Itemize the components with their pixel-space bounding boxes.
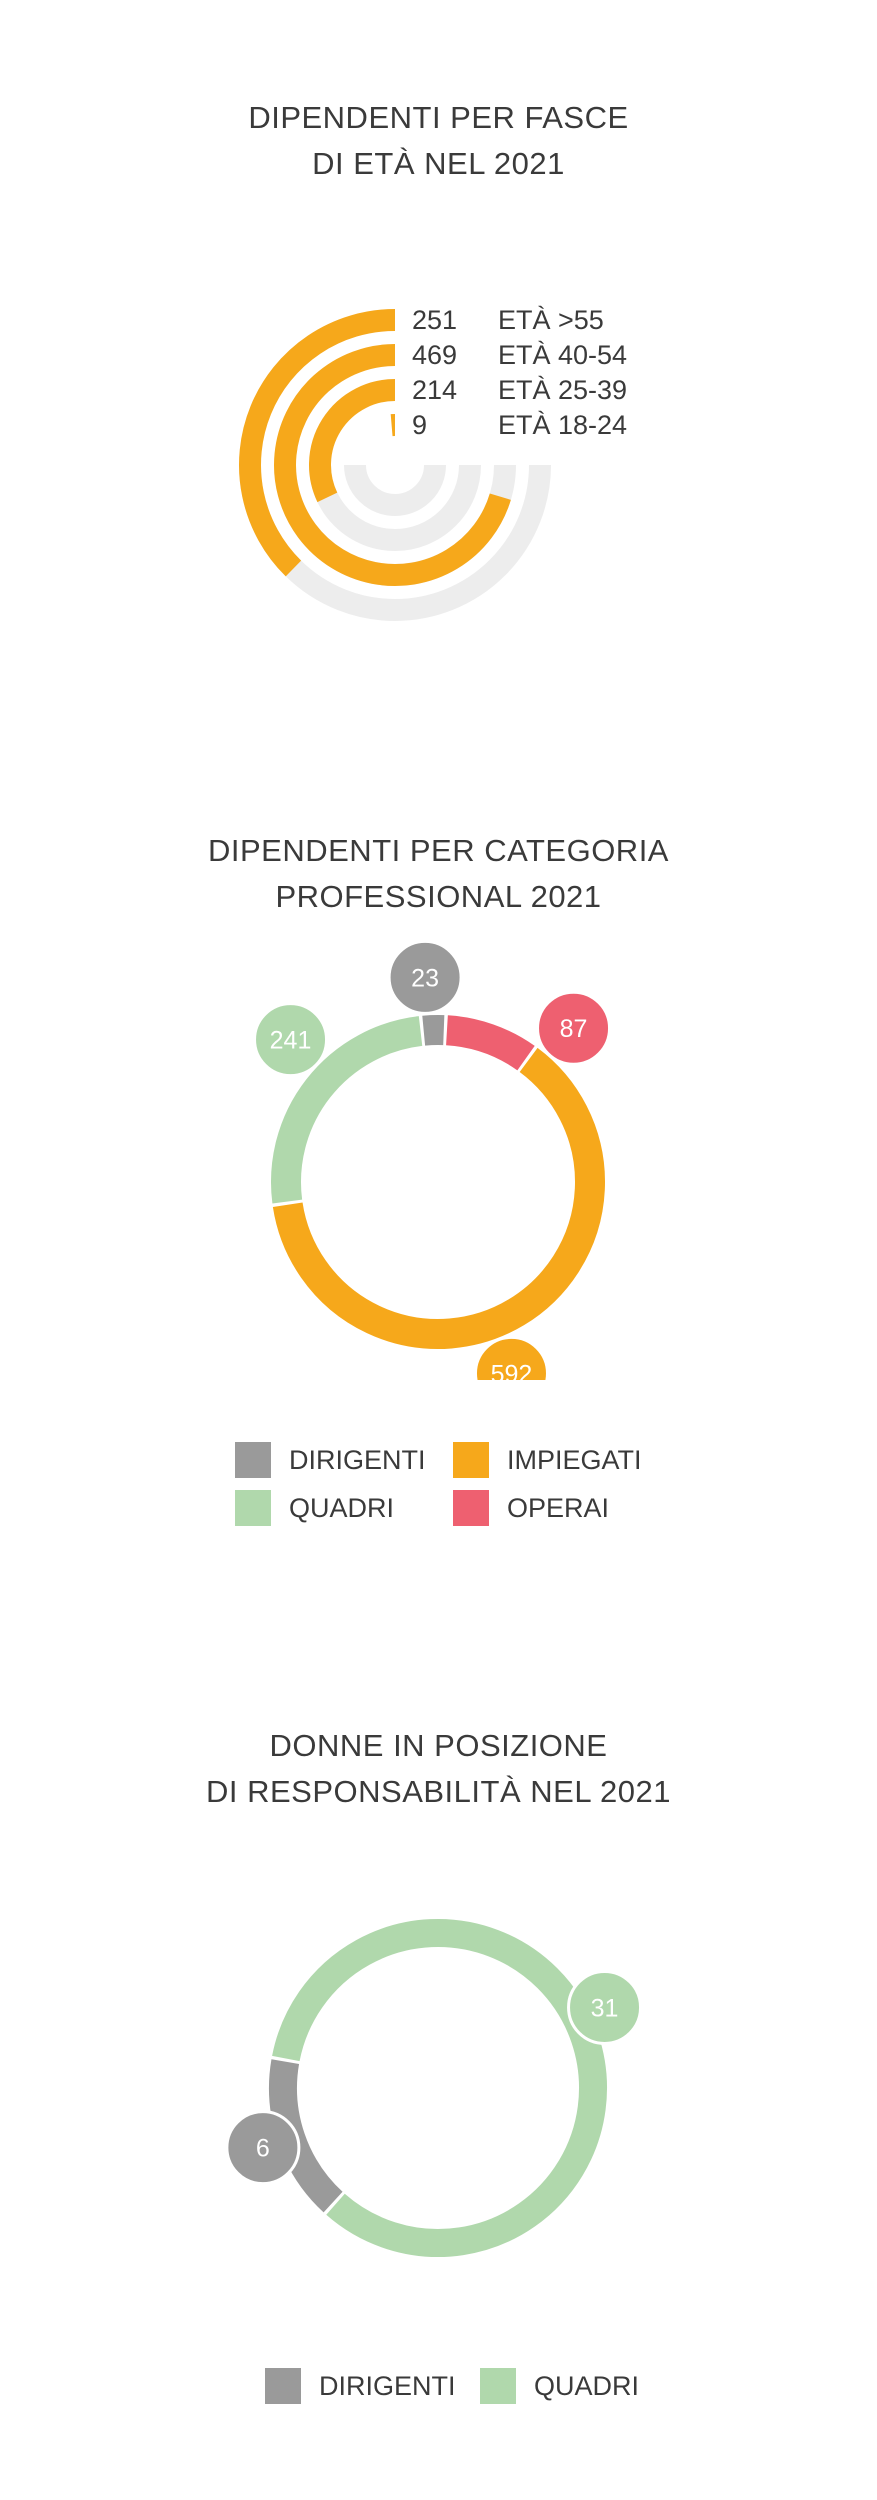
legend-swatch <box>453 1490 489 1526</box>
legend-label: QUADRI <box>289 1492 395 1523</box>
legend-label: OPERAI <box>507 1492 610 1523</box>
legend-swatch <box>453 1442 489 1478</box>
chart-title-line: DI RESPONSABILITÀ NEL 2021 <box>206 1774 671 1809</box>
legend-item: QUADRI <box>480 2368 639 2404</box>
donut-slice <box>445 1015 535 1071</box>
slice-value-bubble <box>536 990 612 1066</box>
slice-value-label: 87 <box>560 1015 588 1043</box>
age-bar <box>239 309 396 577</box>
slice-value-label: 241 <box>270 1027 312 1055</box>
legend-item: DIRIGENTI <box>265 2368 456 2404</box>
age-value-label: 9 <box>412 410 427 440</box>
chart-title-line: DI ETÀ NEL 2021 <box>312 146 565 181</box>
legend-label: IMPIEGATI <box>507 1444 642 1475</box>
slice-value-bubble <box>473 1335 549 1380</box>
legend-item: IMPIEGATI <box>453 1442 642 1478</box>
age-bar <box>309 379 396 503</box>
age-value-label: 469 <box>412 340 457 370</box>
women-donut-chart: 6 31 <box>225 1919 643 2257</box>
slice-value-label: 6 <box>256 2135 270 2163</box>
age-track <box>309 464 481 551</box>
slice-value-label: 23 <box>411 964 439 992</box>
donut-slice <box>271 1016 423 1204</box>
legend-label: QUADRI <box>534 2370 640 2401</box>
age-category-label: ETÀ 18-24 <box>498 410 627 440</box>
age-radial-chart: 251 ETÀ >55 469 ETÀ 40-54 214 ETÀ 25-39 9 ETÀ 1… <box>239 305 627 621</box>
age-category-label: ETÀ 40-54 <box>498 340 627 370</box>
slice-value-label: 31 <box>591 1994 619 2022</box>
age-bar <box>274 344 511 586</box>
legend-item: OPERAI <box>453 1490 609 1526</box>
legend-swatch <box>265 2368 301 2404</box>
chart-title-line: DONNE IN POSIZIONE <box>269 1728 608 1763</box>
age-category-label: ETÀ 25-39 <box>498 375 627 405</box>
donut-slice <box>272 1047 605 1349</box>
legend-swatch <box>480 2368 516 2404</box>
legend-swatch <box>235 1442 271 1478</box>
slice-value-bubble <box>225 2110 301 2186</box>
slice-value-bubble <box>567 1969 643 2045</box>
donut-slice <box>422 1015 445 1046</box>
slice-value-bubble <box>253 1002 329 1078</box>
chart-title-line: DIPENDENTI PER FASCE <box>248 100 629 135</box>
age-value-label: 214 <box>412 375 457 405</box>
slice-value-bubble <box>387 940 463 1015</box>
legend-swatch <box>235 1490 271 1526</box>
chart-title-age: DIPENDENTI PER FASCE DI ETÀ NEL 2021 <box>0 95 877 187</box>
chart-title-women: DONNE IN POSIZIONE DI RESPONSABILITÀ NEL… <box>0 1723 877 1815</box>
age-track <box>344 464 446 516</box>
age-category-label: ETÀ >55 <box>498 305 604 335</box>
age-value-label: 251 <box>412 305 457 335</box>
category-donut-chart: 23 87 592 241 <box>253 940 612 1380</box>
legend-item: DIRIGENTI <box>235 1442 426 1478</box>
chart-title-line: PROFESSIONAL 2021 <box>275 879 602 914</box>
legend-label: DIRIGENTI <box>289 1444 426 1475</box>
chart-title-line: DIPENDENTI PER CATEGORIA <box>208 833 669 868</box>
legend-label: DIRIGENTI <box>319 2370 456 2401</box>
legend-item: QUADRI <box>235 1490 394 1526</box>
slice-value-label: 592 <box>491 1360 533 1380</box>
chart-title-category: DIPENDENTI PER CATEGORIA PROFESSIONAL 20… <box>0 828 877 920</box>
